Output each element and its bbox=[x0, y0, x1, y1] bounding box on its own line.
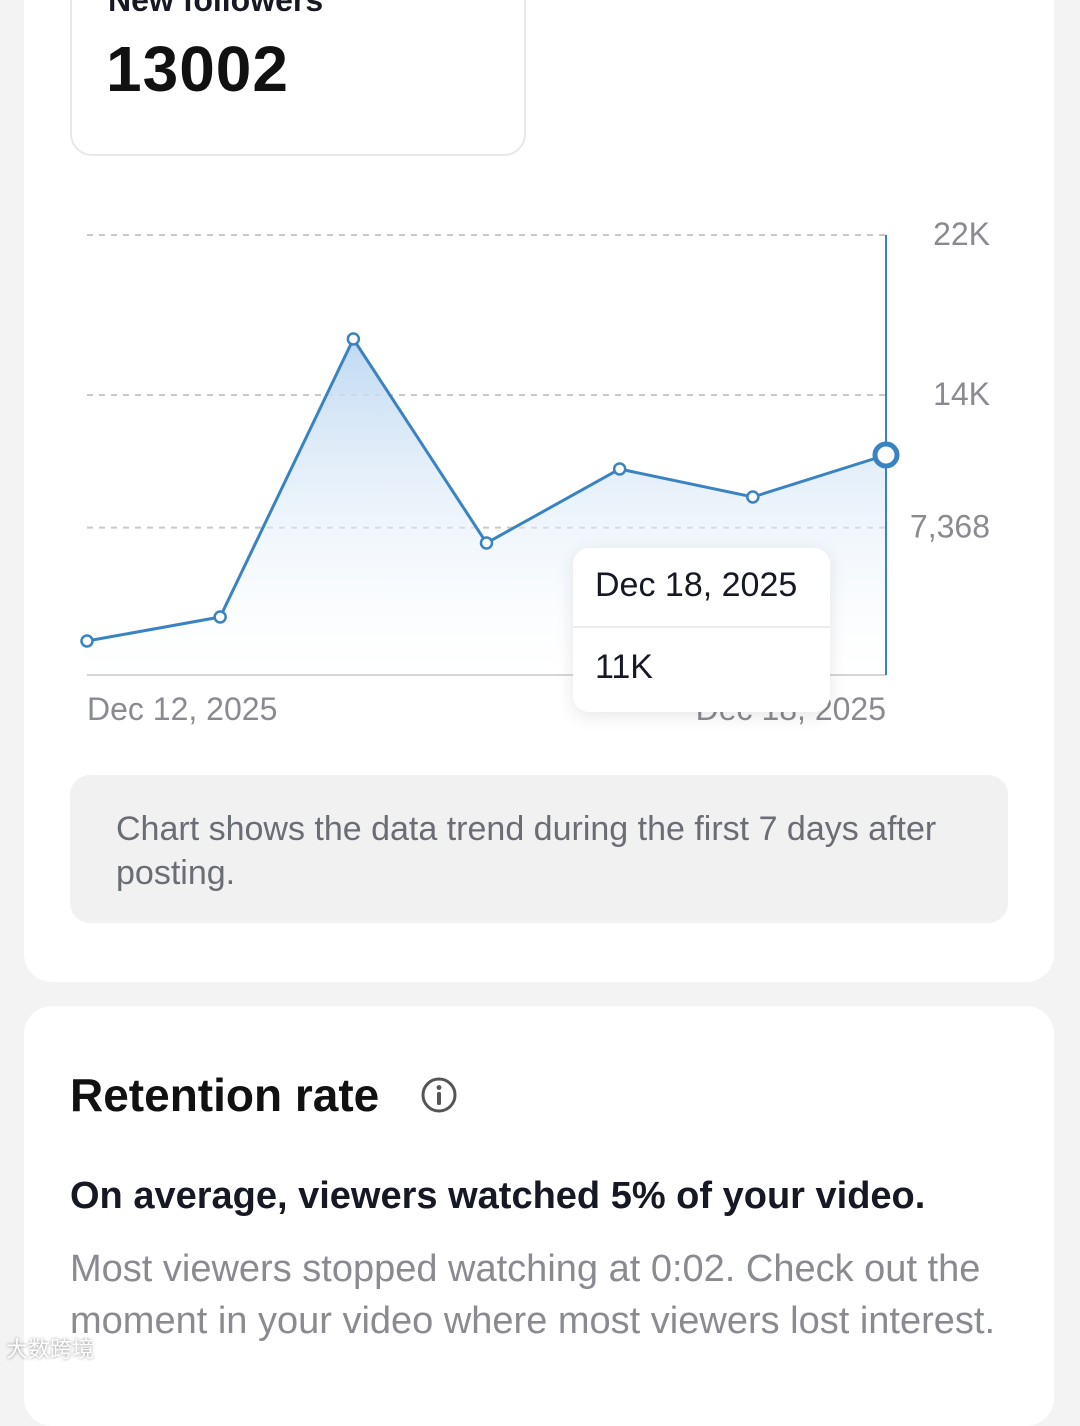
data-point bbox=[80, 634, 94, 648]
retention-summary: On average, viewers watched 5% of your v… bbox=[70, 1175, 926, 1217]
chart-note-text: Chart shows the data trend during the fi… bbox=[116, 810, 937, 892]
retention-title: Retention rate bbox=[70, 1069, 380, 1121]
tooltip-divider bbox=[573, 626, 830, 628]
y-tick-label: 22K bbox=[933, 216, 990, 252]
highlighted-point bbox=[872, 441, 900, 469]
new-followers-label: New followers bbox=[108, 0, 324, 18]
data-point bbox=[346, 332, 361, 346]
new-followers-card[interactable]: New followers 13002 bbox=[70, 0, 526, 156]
y-tick-label: 7,368 bbox=[910, 509, 990, 545]
watermark-logo: 大数跨境 bbox=[6, 1337, 95, 1362]
tooltip-value: 11K bbox=[595, 648, 653, 686]
tooltip-date: Dec 18, 2025 bbox=[595, 566, 798, 604]
x-tick-label-start: Dec 12, 2025 bbox=[87, 691, 277, 727]
followers-trend-chart[interactable]: 22K 14K 7,368 Dec 12, 2025 Dec 18, 2025 bbox=[0, 0, 1080, 760]
data-point bbox=[746, 490, 760, 504]
data-point bbox=[479, 536, 494, 550]
chart-note: Chart shows the data trend during the fi… bbox=[70, 775, 1008, 923]
retention-card bbox=[24, 1006, 1054, 1426]
new-followers-value: 13002 bbox=[106, 33, 289, 105]
info-icon[interactable] bbox=[420, 1076, 458, 1114]
retention-detail: Most viewers stopped watching at 0:02. C… bbox=[70, 1248, 996, 1342]
data-point bbox=[612, 462, 627, 476]
y-tick-label: 14K bbox=[933, 376, 990, 412]
chart-tooltip: Dec 18, 2025 11K bbox=[573, 548, 830, 712]
data-point bbox=[213, 610, 227, 624]
